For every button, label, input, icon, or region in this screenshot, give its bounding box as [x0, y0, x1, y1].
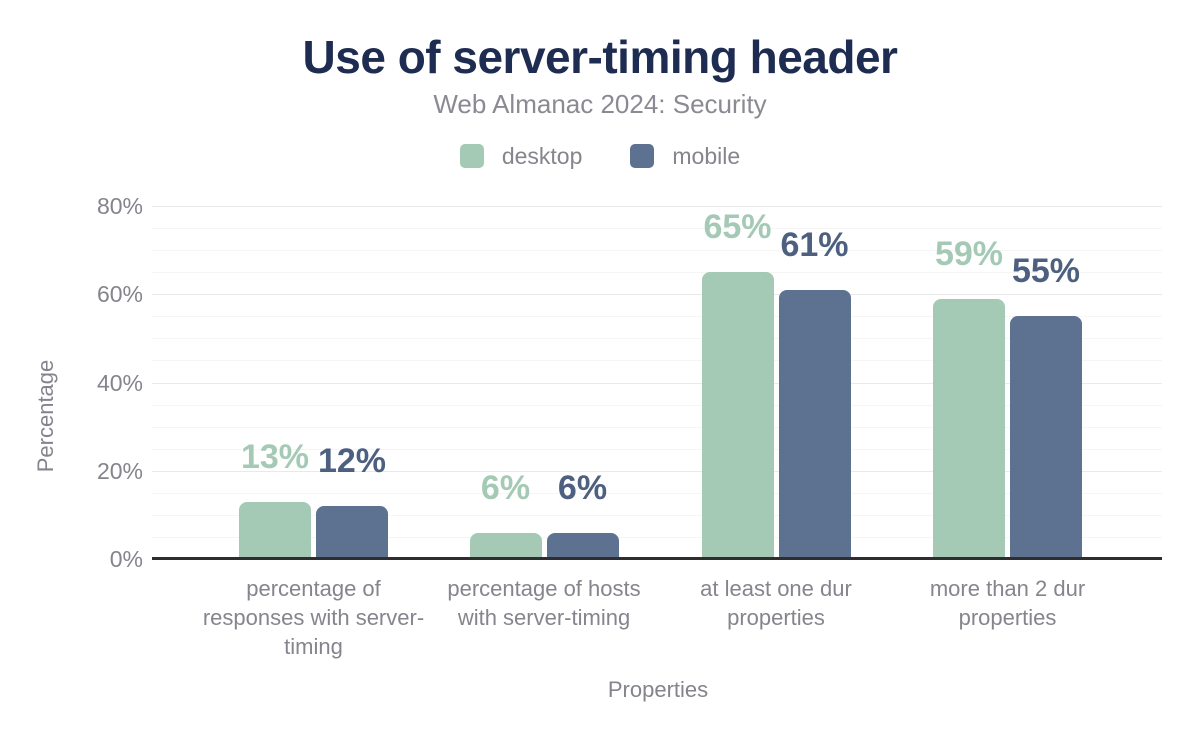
gridline-minor-50pct [152, 338, 1162, 340]
bar-desktop-1[interactable] [469, 532, 542, 559]
y-axis-title: Percentage [33, 359, 58, 473]
gridline-minor-25pct [152, 448, 1162, 450]
y-tick-label-20: 20% [96, 457, 143, 484]
gridline-minor-65pct [152, 272, 1162, 274]
legend-item-desktop[interactable]: desktop [459, 142, 583, 170]
gridline-minor-15pct [152, 492, 1162, 494]
gridline-minor-55pct [152, 316, 1162, 318]
bar-value-mobile-3: 55% [1011, 252, 1081, 291]
y-tick-label-0: 0% [109, 546, 143, 572]
bar-value-mobile-1: 6% [557, 468, 608, 507]
legend-label-desktop: desktop [501, 143, 583, 169]
x-category-label-2: at least one dur properties [700, 576, 852, 630]
bar-desktop-2[interactable] [701, 272, 774, 559]
y-tick-label-60: 60% [96, 281, 143, 308]
gridline-major-60pct [152, 294, 1162, 296]
x-category-label-3: more than 2 dur properties [929, 576, 1086, 630]
legend: desktop mobile [0, 142, 1200, 170]
bar-mobile-3[interactable] [1010, 316, 1082, 559]
gridline-minor-10pct [152, 514, 1162, 516]
x-category-label-1: percentage of hosts with server-timing [447, 576, 641, 630]
gridline-minor-30pct [152, 426, 1162, 428]
chart-subtitle: Web Almanac 2024: Security [433, 89, 767, 119]
gridline-major-80pct [152, 206, 1162, 207]
bar-value-desktop-2: 65% [703, 208, 772, 247]
bar-desktop-3[interactable] [933, 298, 1005, 559]
bar-value-desktop-1: 6% [480, 468, 531, 507]
y-tick-label-80: 80% [96, 193, 143, 219]
bar-value-desktop-3: 59% [934, 234, 1004, 273]
chart-title: Use of server-timing header [302, 31, 898, 83]
bar-mobile-0[interactable] [316, 506, 388, 559]
gridline-minor-5pct [152, 536, 1162, 538]
desktop-swatch-icon [459, 144, 484, 168]
gridline-minor-45pct [152, 360, 1162, 362]
gridline-minor-35pct [152, 404, 1162, 406]
legend-item-mobile[interactable]: mobile [630, 142, 740, 170]
x-category-label-0: percentage of responses with server-timi… [202, 576, 425, 659]
y-tick-label-40: 40% [96, 369, 143, 396]
gridline-minor-70pct [152, 250, 1162, 252]
bar-value-mobile-0: 12% [317, 442, 387, 481]
gridline-minor-75pct [152, 228, 1162, 230]
bar-mobile-1[interactable] [546, 532, 619, 559]
bar-mobile-2[interactable] [778, 289, 851, 559]
bar-value-desktop-0: 13% [240, 437, 310, 476]
legend-label-mobile: mobile [672, 143, 741, 169]
bar-value-mobile-2: 61% [780, 225, 849, 264]
bar-desktop-0[interactable] [239, 501, 311, 559]
x-axis-title: Properties [607, 677, 709, 702]
x-axis-line [152, 557, 1162, 560]
gridline-major-40pct [152, 382, 1162, 384]
mobile-swatch-icon [630, 144, 655, 168]
gridline-major-20pct [152, 470, 1162, 472]
